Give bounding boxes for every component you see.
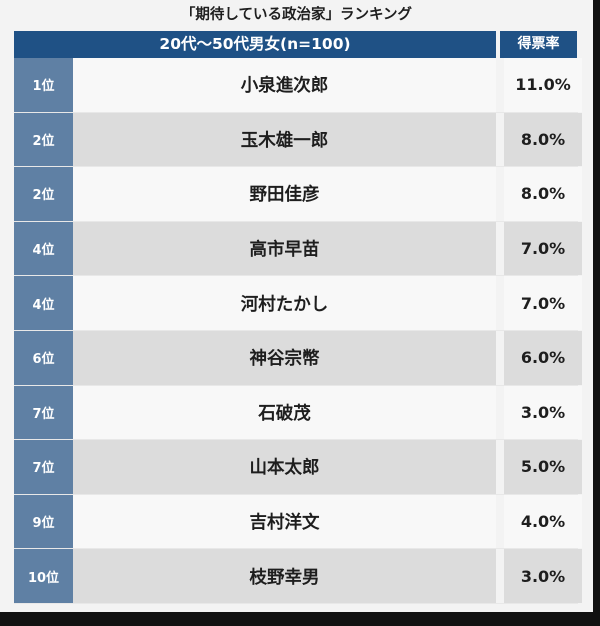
politician-name-cell: 野田佳彦 <box>73 167 496 221</box>
vote-rate-cell: 7.0% <box>500 276 582 330</box>
politician-name-cell: 山本太郎 <box>73 440 496 494</box>
vote-rate-cell: 3.0% <box>500 385 582 440</box>
vote-rate-cell: 4.0% <box>500 494 582 549</box>
rank-cell: 7位 <box>14 385 73 440</box>
vote-rate-cell: 3.0% <box>500 549 582 603</box>
rank-cell: 7位 <box>14 440 73 494</box>
rank-cell: 4位 <box>14 221 73 276</box>
table-row: 7位 山本太郎 5.0% <box>14 440 582 495</box>
politician-name-cell: 吉村洋文 <box>73 494 496 549</box>
politician-name-cell: 河村たかし <box>73 276 496 330</box>
table-row: 2位 野田佳彦 8.0% <box>14 167 582 222</box>
table-row: 2位 玉木雄一郎 8.0% <box>14 112 582 168</box>
rank-cell: 2位 <box>14 167 73 221</box>
table-row: 7位 石破茂 3.0% <box>14 385 582 441</box>
politician-name-cell: 高市早苗 <box>73 221 496 276</box>
vote-rate-cell: 5.0% <box>500 440 582 494</box>
table-row: 9位 吉村洋文 4.0% <box>14 494 582 550</box>
ranking-card: 「期待している政治家」ランキング 20代〜50代男女(n=100) 得票率 1位… <box>0 0 593 612</box>
rank-cell: 10位 <box>14 549 73 603</box>
politician-name-cell: 枝野幸男 <box>73 549 496 603</box>
column-header-group: 20代〜50代男女(n=100) <box>14 31 496 58</box>
table-row: 6位 神谷宗幣 6.0% <box>14 331 582 386</box>
chart-title: 「期待している政治家」ランキング <box>180 7 413 23</box>
vote-rate-cell: 6.0% <box>500 331 582 385</box>
table-row: 10位 枝野幸男 3.0% <box>14 549 582 604</box>
vote-rate-cell: 7.0% <box>500 221 582 276</box>
table-row: 1位 小泉進次郎 11.0% <box>14 58 582 113</box>
politician-name-cell: 石破茂 <box>73 385 496 440</box>
vote-rate-cell: 11.0% <box>500 58 582 112</box>
rank-cell: 6位 <box>14 331 73 385</box>
column-header-rate: 得票率 <box>500 31 577 58</box>
rank-cell: 2位 <box>14 112 73 167</box>
table-row: 4位 高市早苗 7.0% <box>14 221 582 277</box>
rank-cell: 9位 <box>14 494 73 549</box>
politician-name-cell: 玉木雄一郎 <box>73 112 496 167</box>
rank-cell: 4位 <box>14 276 73 330</box>
rank-cell: 1位 <box>14 58 73 112</box>
politician-name-cell: 小泉進次郎 <box>73 58 496 112</box>
politician-name-cell: 神谷宗幣 <box>73 331 496 385</box>
table-row: 4位 河村たかし 7.0% <box>14 276 582 331</box>
vote-rate-cell: 8.0% <box>500 167 582 221</box>
vote-rate-cell: 8.0% <box>500 112 582 167</box>
